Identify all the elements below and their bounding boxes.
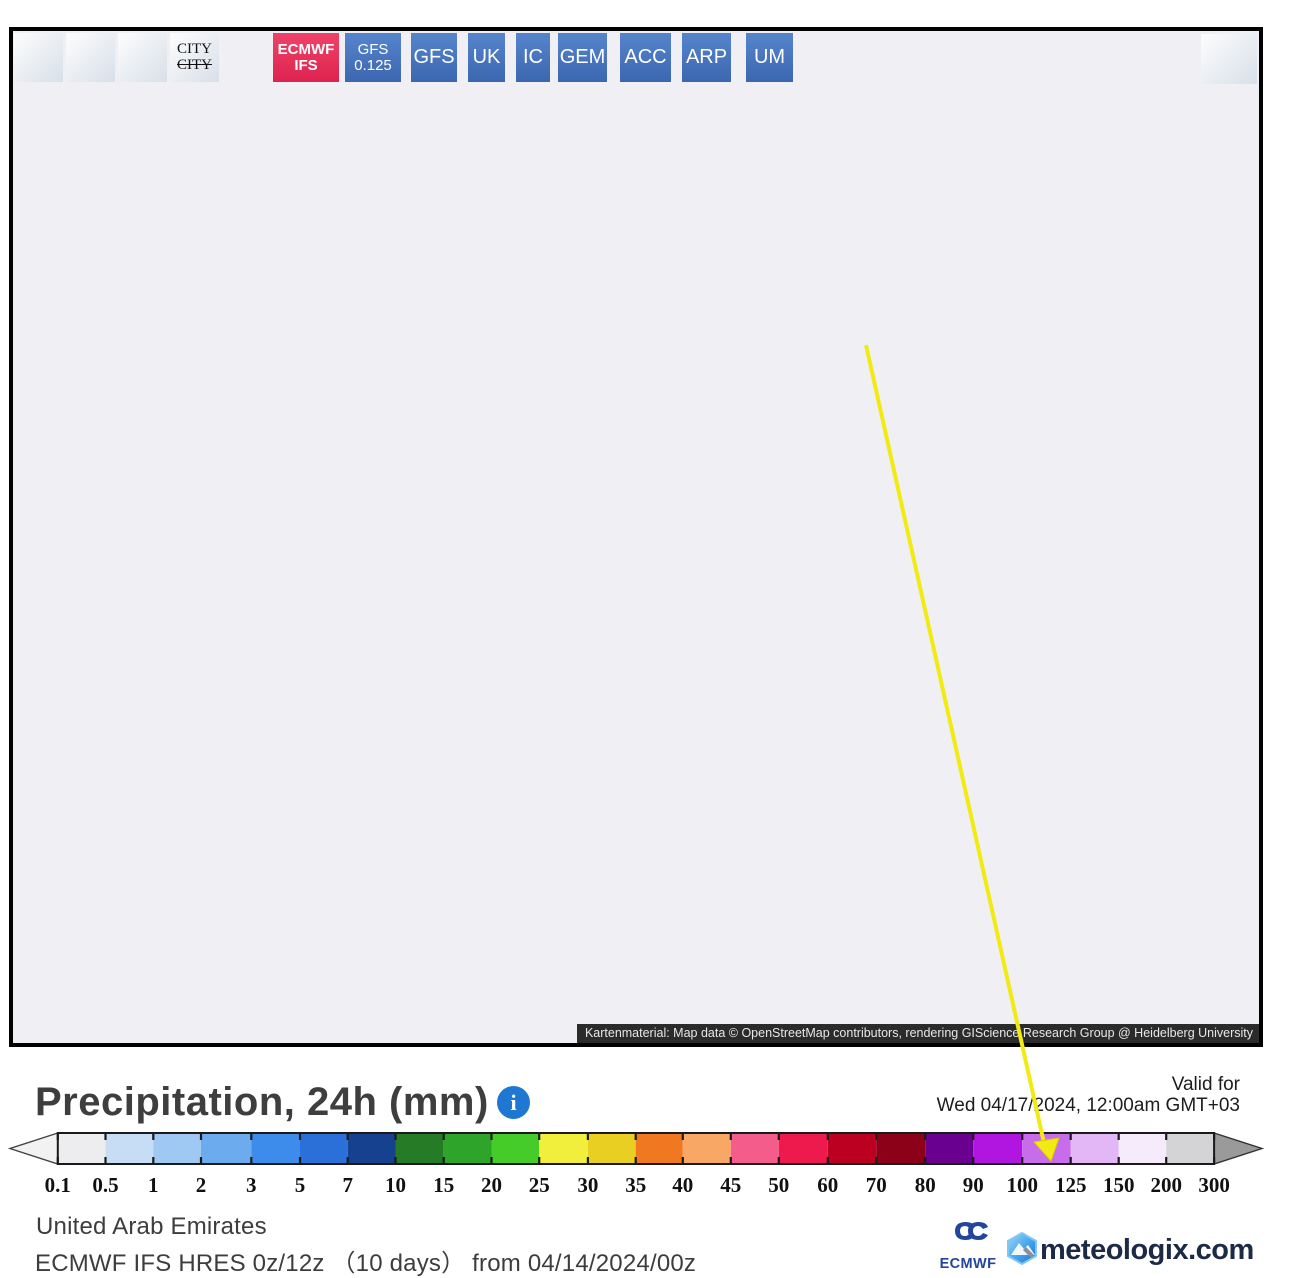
svg-text:90: 90 [963, 1173, 984, 1197]
svg-text:300: 300 [1198, 1173, 1230, 1197]
svg-text:0.1: 0.1 [45, 1173, 71, 1197]
svg-text:200: 200 [1150, 1173, 1182, 1197]
svg-text:5: 5 [295, 1173, 306, 1197]
svg-text:1: 1 [148, 1173, 159, 1197]
svg-text:15: 15 [433, 1173, 454, 1197]
svg-text:70: 70 [866, 1173, 887, 1197]
svg-text:3: 3 [246, 1173, 257, 1197]
svg-text:35: 35 [625, 1173, 646, 1197]
svg-text:ECMWF: ECMWF [940, 1256, 997, 1272]
svg-text:20: 20 [481, 1173, 502, 1197]
svg-text:meteologix.com: meteologix.com [1040, 1234, 1254, 1266]
svg-text:30: 30 [577, 1173, 598, 1197]
svg-text:150: 150 [1103, 1173, 1135, 1197]
svg-text:60: 60 [817, 1173, 838, 1197]
svg-text:80: 80 [915, 1173, 936, 1197]
svg-text:125: 125 [1055, 1173, 1087, 1197]
svg-text:10: 10 [385, 1173, 406, 1197]
svg-text:25: 25 [529, 1173, 550, 1197]
svg-text:50: 50 [768, 1173, 789, 1197]
svg-text:2: 2 [196, 1173, 207, 1197]
svg-text:100: 100 [1006, 1173, 1038, 1197]
svg-text:40: 40 [672, 1173, 693, 1197]
svg-text:7: 7 [342, 1173, 353, 1197]
svg-text:45: 45 [720, 1173, 741, 1197]
svg-text:0.5: 0.5 [92, 1173, 118, 1197]
